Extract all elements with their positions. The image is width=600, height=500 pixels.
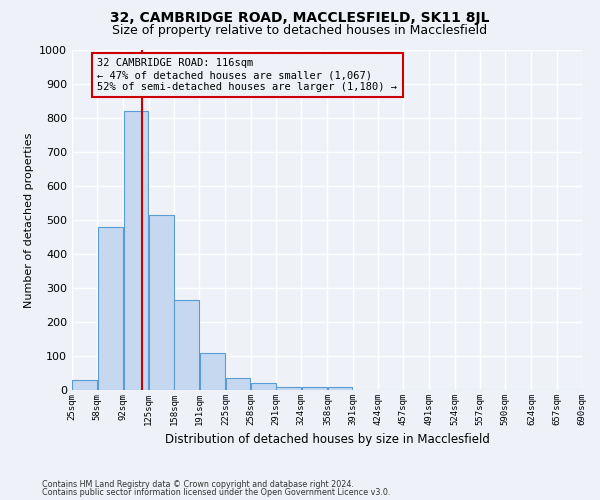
Bar xyxy=(175,300,199,390)
Text: Contains HM Land Registry data © Crown copyright and database right 2024.: Contains HM Land Registry data © Crown c… xyxy=(42,480,354,489)
Bar xyxy=(124,111,148,390)
Bar xyxy=(73,380,97,390)
Text: 32 CAMBRIDGE ROAD: 116sqm
← 47% of detached houses are smaller (1,067)
52% of se: 32 CAMBRIDGE ROAD: 116sqm ← 47% of detac… xyxy=(97,58,397,92)
Bar xyxy=(251,383,275,390)
Bar xyxy=(328,388,352,390)
X-axis label: Distribution of detached houses by size in Macclesfield: Distribution of detached houses by size … xyxy=(164,434,490,446)
Bar xyxy=(98,228,123,390)
Y-axis label: Number of detached properties: Number of detached properties xyxy=(23,132,34,308)
Bar xyxy=(277,386,301,390)
Bar xyxy=(226,378,250,390)
Text: 32, CAMBRIDGE ROAD, MACCLESFIELD, SK11 8JL: 32, CAMBRIDGE ROAD, MACCLESFIELD, SK11 8… xyxy=(110,11,490,25)
Bar xyxy=(200,352,225,390)
Bar xyxy=(302,388,327,390)
Bar xyxy=(149,215,173,390)
Text: Size of property relative to detached houses in Macclesfield: Size of property relative to detached ho… xyxy=(112,24,488,37)
Text: Contains public sector information licensed under the Open Government Licence v3: Contains public sector information licen… xyxy=(42,488,391,497)
